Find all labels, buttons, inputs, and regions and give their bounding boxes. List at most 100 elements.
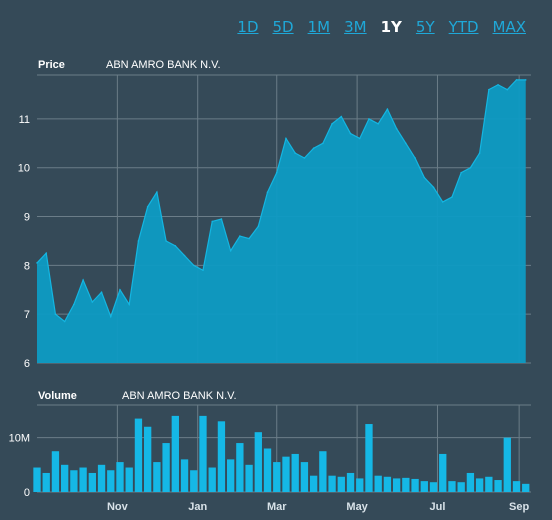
price-point bbox=[460, 171, 462, 174]
volume-bar bbox=[199, 415, 207, 493]
price-point bbox=[488, 88, 490, 91]
price-point bbox=[248, 237, 250, 240]
price-point bbox=[515, 79, 518, 81]
price-point bbox=[303, 157, 306, 159]
price-point bbox=[368, 118, 370, 120]
price-y-axis: 6 7 8 9 10 11 bbox=[18, 114, 30, 370]
price-point bbox=[423, 176, 426, 179]
volume-bar bbox=[144, 426, 152, 492]
price-point bbox=[257, 225, 260, 228]
xtick-label: Mar bbox=[267, 501, 287, 513]
price-point bbox=[395, 127, 398, 130]
price-point bbox=[91, 301, 94, 303]
volume-bar bbox=[475, 478, 484, 492]
volume-bar bbox=[512, 481, 521, 493]
price-point bbox=[82, 279, 84, 281]
price-point bbox=[54, 313, 57, 315]
price-ytick-label: 6 bbox=[24, 358, 30, 370]
volume-bar bbox=[61, 464, 69, 492]
volume-bar bbox=[180, 459, 189, 493]
volume-panel-title: Volume bbox=[38, 390, 77, 402]
range-tab-5d[interactable]: 5D bbox=[272, 18, 294, 36]
volume-bar bbox=[411, 478, 419, 492]
volume-bar bbox=[42, 472, 50, 492]
price-ytick-label: 7 bbox=[24, 309, 30, 321]
price-point bbox=[506, 88, 509, 91]
volume-bar bbox=[79, 467, 87, 492]
volume-bar bbox=[125, 467, 133, 492]
price-ytick-label: 8 bbox=[24, 260, 30, 272]
volume-bar bbox=[263, 448, 272, 492]
price-point bbox=[322, 142, 324, 145]
volume-bar bbox=[337, 476, 345, 492]
range-tab-1m[interactable]: 1M bbox=[307, 18, 331, 36]
price-point bbox=[156, 191, 158, 193]
price-point bbox=[312, 147, 315, 150]
price-point bbox=[183, 254, 186, 257]
range-tab-1d[interactable]: 1D bbox=[237, 18, 259, 36]
range-tab-ytd[interactable]: YTD bbox=[448, 18, 479, 36]
range-tab-3m[interactable]: 3M bbox=[344, 18, 367, 36]
volume-bar bbox=[236, 443, 244, 492]
price-area-group bbox=[36, 79, 527, 363]
volume-bar bbox=[309, 475, 318, 492]
volume-bar bbox=[162, 443, 170, 492]
price-point bbox=[331, 123, 333, 125]
price-point bbox=[414, 157, 416, 159]
price-point bbox=[109, 315, 112, 318]
volume-bar bbox=[282, 456, 290, 492]
price-point bbox=[211, 220, 214, 223]
volume-bar bbox=[485, 476, 493, 492]
price-point bbox=[497, 83, 499, 86]
volume-bar bbox=[134, 418, 143, 492]
volume-bar bbox=[522, 483, 530, 492]
volume-bar bbox=[448, 481, 456, 493]
volume-bar bbox=[291, 453, 299, 492]
price-panel-title: Price bbox=[38, 59, 65, 71]
volume-ytick-label: 10M bbox=[9, 433, 30, 445]
price-point bbox=[146, 206, 149, 208]
price-point bbox=[239, 235, 241, 237]
range-tab-1y[interactable]: 1Y bbox=[380, 18, 402, 36]
xtick-label: Nov bbox=[107, 501, 129, 513]
x-axis: Nov Jan Mar May Jul Sep bbox=[107, 501, 530, 513]
volume-bar bbox=[356, 478, 364, 492]
range-tab-5y[interactable]: 5Y bbox=[415, 18, 435, 36]
range-tab-max[interactable]: MAX bbox=[492, 18, 526, 36]
price-point bbox=[275, 171, 278, 174]
price-point bbox=[405, 142, 407, 145]
volume-bar bbox=[88, 472, 96, 492]
volume-bar bbox=[328, 475, 336, 492]
price-point bbox=[432, 186, 435, 189]
volume-bar bbox=[33, 467, 41, 492]
volume-bar bbox=[402, 477, 410, 492]
volume-bar bbox=[466, 472, 475, 492]
volume-bar bbox=[107, 470, 115, 492]
volume-bar bbox=[190, 470, 198, 492]
price-line bbox=[36, 79, 526, 323]
volume-bar bbox=[245, 464, 253, 492]
volume-bar bbox=[374, 475, 382, 492]
volume-bar bbox=[273, 462, 281, 492]
price-point bbox=[266, 191, 269, 193]
xtick-label: Jul bbox=[430, 501, 446, 513]
price-point bbox=[119, 288, 121, 291]
price-ytick-label: 9 bbox=[24, 212, 30, 224]
volume-bar bbox=[254, 432, 262, 492]
price-point bbox=[340, 115, 343, 118]
price-panel: Price ABN AMRO BANK N.V. 6 7 8 9 10 11 bbox=[18, 59, 531, 370]
volume-bar bbox=[457, 482, 465, 492]
price-area bbox=[37, 79, 526, 363]
volume-ytick-label: 0 bbox=[24, 487, 30, 499]
volume-bar bbox=[439, 453, 447, 492]
volume-bar bbox=[300, 462, 309, 492]
price-point bbox=[220, 218, 223, 220]
price-point bbox=[386, 108, 389, 110]
price-panel-subtitle: ABN AMRO BANK N.V. bbox=[106, 59, 221, 71]
volume-bar bbox=[217, 421, 226, 492]
price-point bbox=[377, 123, 379, 125]
price-point bbox=[294, 152, 297, 154]
price-point bbox=[100, 291, 103, 294]
volume-bar bbox=[51, 451, 60, 492]
